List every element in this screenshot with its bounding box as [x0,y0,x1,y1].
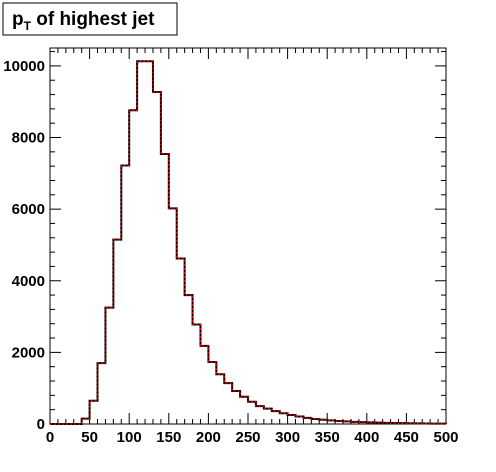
histogram-outline-red [50,60,447,425]
title-box: pT of highest jet [2,2,178,36]
x-tick-label: 100 [117,429,142,446]
x-tick-label: 450 [394,429,419,446]
title-rest: of highest jet [31,9,155,30]
x-tick-label: 250 [235,429,260,446]
x-tick-label: 50 [81,429,98,446]
x-tick-label: 400 [354,429,379,446]
y-tick-label: 2000 [12,344,45,361]
x-tick-label: 500 [433,429,458,446]
title-main: p [12,9,24,30]
y-tick-label: 6000 [12,201,45,218]
x-tick-label: 350 [315,429,340,446]
x-tick-label: 0 [46,429,54,446]
y-axis-ticks [50,51,446,425]
y-tick-label: 0 [37,416,45,433]
chart-title: pT of highest jet [12,9,155,33]
x-axis-tick-labels: 0 50 100 150 200 250 300 350 400 450 500 [46,429,459,446]
y-tick-label: 10000 [3,58,45,75]
x-tick-label: 150 [156,429,181,446]
title-box-border [2,2,178,36]
x-tick-label: 300 [275,429,300,446]
y-tick-label: 8000 [12,130,45,147]
title-subscript: T [24,19,32,33]
y-tick-label: 4000 [12,273,45,290]
x-tick-label: 200 [196,429,221,446]
y-axis-tick-labels: 0 2000 4000 6000 8000 10000 [3,58,45,433]
